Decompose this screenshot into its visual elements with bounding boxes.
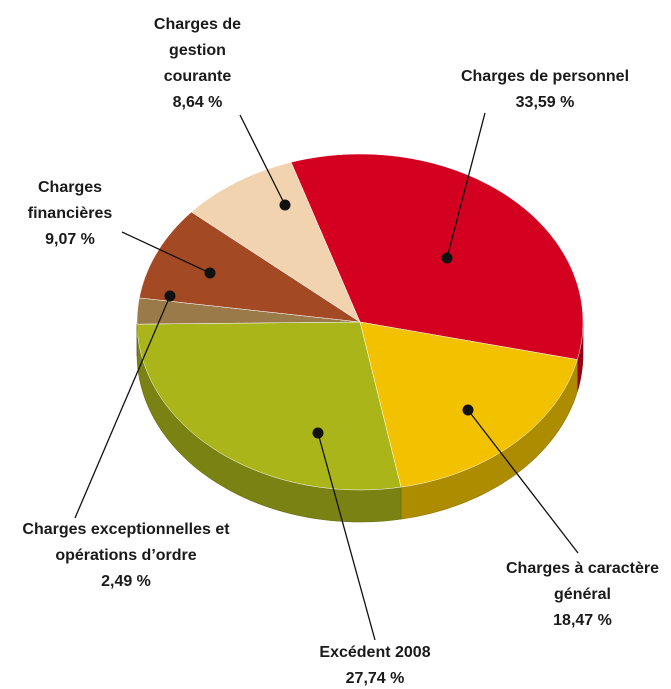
leader-line	[239, 114, 286, 206]
category-name: Charges à caractère général	[506, 560, 659, 603]
pie-slice	[191, 161, 361, 323]
value-label: 18,47 %	[553, 612, 612, 629]
leader-dot	[279, 199, 291, 211]
leader-dot	[312, 427, 324, 439]
leader-dot	[164, 290, 176, 302]
slice-label: Charges financières 9,07 %	[15, 175, 125, 253]
leader-line	[121, 231, 211, 274]
slice-label: Excédent 2008 27,74 %	[270, 640, 480, 689]
value-label: 27,74 %	[345, 670, 405, 687]
slice-label: Charges de personnel 33,59 %	[440, 64, 650, 116]
slice-label: Charges à caractère général 18,47 %	[480, 556, 671, 634]
slice-top	[136, 297, 361, 325]
slice-top	[136, 321, 402, 491]
value-label: 33,59 %	[515, 94, 575, 111]
category-name: Charges exceptionnelles et opérations d’…	[22, 521, 230, 564]
leader-line	[467, 409, 579, 554]
pie-slice	[136, 321, 402, 523]
value-label: 9,07 %	[45, 231, 95, 248]
slice-top	[290, 153, 584, 360]
category-name: Charges financières	[27, 179, 113, 222]
category-name: Excédent 2008	[319, 644, 431, 661]
leader-line	[317, 432, 376, 641]
value-label: 8,64 %	[172, 94, 223, 111]
leader-dot	[441, 252, 453, 264]
slice-top	[191, 161, 361, 323]
leader-dot	[462, 404, 474, 416]
leader-dot	[204, 267, 216, 279]
category-name: Charges de gestion courante	[153, 16, 242, 85]
pie-slice	[136, 297, 361, 357]
value-label: 2,49 %	[101, 573, 151, 590]
slice-top	[139, 211, 361, 323]
slice-label: Charges de gestion courante 8,64 %	[150, 12, 245, 116]
pie-slice	[139, 211, 361, 323]
slice-label: Charges exceptionnelles et opérations d’…	[10, 517, 242, 595]
category-name: Charges de personnel	[460, 68, 630, 85]
leader-line	[74, 295, 171, 519]
leader-line	[446, 112, 486, 259]
pie-slice	[290, 153, 584, 392]
